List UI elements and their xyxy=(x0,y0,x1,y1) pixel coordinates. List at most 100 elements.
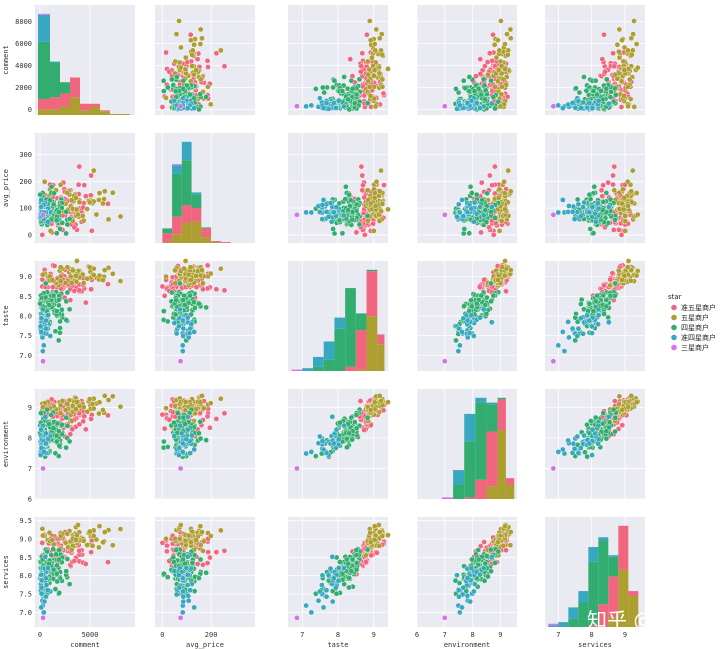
scatter-point xyxy=(161,88,167,94)
scatter-point xyxy=(66,581,73,587)
scatter-point xyxy=(37,300,43,307)
scatter-point xyxy=(191,446,197,453)
panel-environment-vs-environment xyxy=(416,389,517,499)
scatter-point xyxy=(610,227,617,233)
scatter-point xyxy=(621,93,627,99)
scatter-point xyxy=(473,191,480,198)
scatter-point xyxy=(207,554,213,561)
scatter-point xyxy=(86,396,93,402)
scatter-point xyxy=(88,416,94,422)
scatter-point xyxy=(578,445,584,451)
scatter-point xyxy=(467,183,474,190)
histogram-bar xyxy=(355,313,367,331)
scatter-point xyxy=(353,412,360,418)
scatter-point xyxy=(499,83,505,90)
scatter-point xyxy=(43,582,50,588)
scatter-point xyxy=(507,35,514,42)
scatter-point xyxy=(501,178,507,185)
scatter-point xyxy=(200,280,206,287)
scatter-point xyxy=(331,440,337,447)
scatter-point xyxy=(555,342,562,349)
scatter-point xyxy=(59,205,65,211)
scatter-point xyxy=(574,433,581,440)
scatter-point xyxy=(378,167,384,174)
scatter-point xyxy=(68,280,75,286)
scatter-point xyxy=(179,449,186,455)
scatter-point xyxy=(72,406,79,412)
scatter-point xyxy=(204,262,211,269)
histogram-bar xyxy=(80,110,90,115)
scatter-point xyxy=(84,275,90,282)
scatter-point xyxy=(484,59,491,65)
scatter-point xyxy=(560,105,566,111)
scatter-point xyxy=(180,325,187,332)
scatter-point xyxy=(550,103,557,109)
panel-environment-vs-taste xyxy=(288,389,391,500)
scatter-point xyxy=(176,18,182,24)
scatter-point xyxy=(177,465,184,472)
scatter-point xyxy=(586,440,593,447)
panel-taste-vs-environment xyxy=(416,258,517,371)
scatter-point xyxy=(188,321,195,328)
panel-taste-vs-avg_price xyxy=(155,258,255,371)
scatter-point xyxy=(199,35,205,42)
scatter-point xyxy=(48,183,55,190)
scatter-point xyxy=(550,212,557,218)
scatter-point xyxy=(371,67,378,73)
scatter-point xyxy=(496,228,503,234)
scatter-point xyxy=(161,292,168,299)
histogram-bar xyxy=(110,114,120,115)
scatter-point xyxy=(101,267,108,273)
scatter-point xyxy=(38,571,44,578)
scatter-point xyxy=(45,587,51,594)
scatter-point xyxy=(197,26,204,33)
scatter-point xyxy=(45,312,51,319)
scatter-point xyxy=(619,422,626,428)
scatter-point xyxy=(327,200,334,206)
scatter-point xyxy=(38,204,44,210)
scatter-point xyxy=(38,584,45,591)
scatter-point xyxy=(71,224,78,231)
scatter-point xyxy=(612,428,618,435)
scatter-point xyxy=(614,41,621,48)
scatter-point xyxy=(598,187,605,194)
scatter-point xyxy=(495,98,502,105)
scatter-point xyxy=(605,314,612,321)
scatter-point xyxy=(473,300,480,307)
scatter-point xyxy=(57,402,64,409)
scatter-point xyxy=(487,172,493,179)
scatter-point xyxy=(621,67,628,73)
scatter-point xyxy=(592,414,599,421)
scatter-point xyxy=(200,561,206,568)
scatter-point xyxy=(172,535,178,542)
scatter-point xyxy=(616,26,623,33)
scatter-point xyxy=(600,182,606,189)
scatter-point xyxy=(356,221,363,228)
panel-avg_price-vs-taste xyxy=(288,133,391,243)
scatter-point xyxy=(48,412,55,418)
histogram-bar xyxy=(172,165,182,174)
scatter-point xyxy=(347,197,354,204)
scatter-point xyxy=(64,556,71,562)
scatter-point xyxy=(100,539,106,546)
scatter-point xyxy=(477,56,484,62)
scatter-point xyxy=(493,54,500,61)
scatter-point xyxy=(600,410,607,416)
scatter-point xyxy=(504,31,510,37)
scatter-point xyxy=(53,551,59,558)
scatter-point xyxy=(317,95,323,101)
scatter-point xyxy=(188,277,194,283)
scatter-point xyxy=(633,190,640,196)
scatter-point xyxy=(49,537,56,543)
scatter-point xyxy=(89,542,96,549)
scatter-point xyxy=(53,570,60,577)
scatter-point xyxy=(68,418,75,424)
scatter-point xyxy=(218,527,224,534)
scatter-point xyxy=(73,206,80,213)
scatter-point xyxy=(193,406,199,412)
scatter-point xyxy=(603,76,610,83)
scatter-point xyxy=(313,86,319,92)
scatter-point xyxy=(468,297,474,304)
scatter-point xyxy=(213,50,220,57)
scatter-point xyxy=(43,440,49,447)
